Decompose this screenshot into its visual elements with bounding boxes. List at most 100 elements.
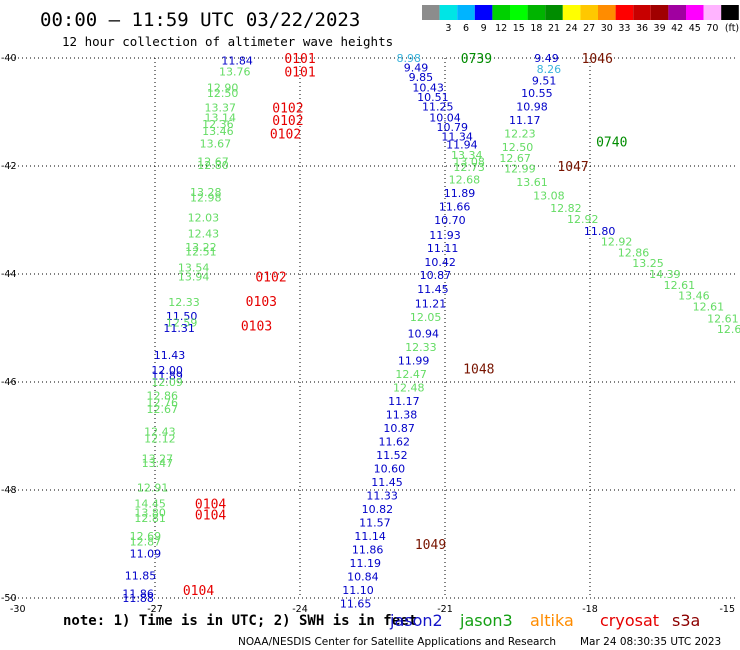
legend-label: 6 (463, 23, 469, 34)
swh-value: 13.37 (205, 102, 237, 115)
swh-value: 12.91 (137, 481, 169, 494)
legend-label: 24 (566, 23, 578, 34)
swh-value: 12.87 (130, 535, 162, 548)
swh-value: 11.89 (151, 370, 183, 383)
legend-label: 9 (481, 23, 487, 34)
swh-value: 10.60 (374, 462, 406, 475)
swh-value: 11.93 (429, 229, 461, 242)
y-tick-label: -48 (1, 485, 17, 496)
swh-value: 10.42 (424, 256, 456, 269)
swh-value: 11.84 (221, 55, 253, 68)
swh-value: 12.51 (185, 245, 217, 258)
legend-label: 70 (706, 23, 718, 34)
satellite-cryosat: cryosat (600, 611, 659, 630)
swh-value: 12.61 (664, 279, 696, 292)
time-label: 1049 (415, 538, 446, 553)
swh-value: 13.08 (453, 156, 485, 169)
swh-value: 12.98 (190, 191, 222, 204)
legend-swatch (703, 5, 722, 20)
swh-value: 11.31 (163, 322, 195, 335)
chart-title: 00:00 – 11:59 UTC 03/22/2023 (40, 9, 360, 31)
x-tick-label: -15 (719, 604, 735, 615)
swh-value: 9.49 (404, 62, 429, 75)
swh-value: 11.09 (130, 548, 162, 561)
swh-value: 10.04 (429, 111, 461, 124)
swh-value: 10.87 (383, 422, 415, 435)
swh-value: 10.98 (516, 101, 548, 114)
swh-value: 12.80 (197, 159, 229, 172)
legend-swatch (474, 5, 493, 20)
grid (10, 57, 735, 599)
legend-swatch (562, 5, 581, 20)
time-label: 0101 (284, 66, 315, 81)
swh-value: 12.66 (717, 323, 740, 336)
legend-swatch (580, 5, 598, 20)
legend-label: 30 (601, 23, 613, 34)
time-label: 0103 (246, 295, 277, 310)
satellite-altika: altika (530, 611, 574, 630)
swh-value: 10.94 (408, 327, 440, 340)
swh-value: 13.25 (632, 257, 664, 270)
time-label: 1048 (463, 363, 494, 378)
swh-value: 12.82 (550, 202, 582, 215)
time-label: 0104 (183, 584, 214, 599)
time-label: 0104 (195, 508, 226, 523)
swh-value: 11.86 (352, 543, 384, 556)
swh-value: 13.22 (185, 241, 217, 254)
legend-swatch (439, 5, 458, 20)
legend-label: 39 (654, 23, 666, 34)
swh-value: 11.14 (354, 530, 386, 543)
swh-value: 11.33 (366, 489, 398, 502)
legend-label: 12 (495, 23, 507, 34)
legend-label: 27 (583, 23, 595, 34)
swh-value: 11.66 (439, 201, 471, 214)
swh-value: 13.27 (142, 453, 174, 466)
y-tick-label: -40 (1, 53, 17, 64)
swh-value: 12.61 (707, 312, 739, 325)
swh-value: 12.73 (453, 161, 485, 174)
satellite-s3a: s3a (672, 611, 700, 630)
swh-color-legend: 3 6 9 12 15 18 21 24 27 30 33 36 39 42 45 70 (ft) (422, 5, 739, 34)
swh-value: 10.70 (434, 214, 466, 227)
swh-value: 12.00 (151, 364, 183, 377)
swh-value: 11.38 (386, 408, 418, 421)
swh-value: 13.34 (451, 149, 483, 162)
swh-value: 12.50 (502, 141, 534, 154)
legend-label: (ft) (725, 23, 739, 34)
time-label: 0102 (255, 271, 286, 286)
footer-note: note: 1) Time is in UTC; 2) SWH is in fe… (63, 613, 417, 629)
swh-value: 12.12 (144, 433, 176, 446)
time-label: 0102 (272, 102, 303, 117)
plot-area: -30 -27 -24 -21 -18 -15 -40 -42 -44 -46 -48 -50 11.… (1, 52, 740, 615)
swh-value: 13.54 (178, 262, 210, 275)
data-marks: 11.8413.7612.9012.5013.3713.1412.3613.46… (122, 52, 740, 610)
swh-value: 13.61 (516, 176, 548, 189)
swh-value: 12.86 (147, 390, 179, 403)
swh-value: 9.51 (532, 75, 557, 88)
swh-value: 13.46 (202, 125, 234, 138)
swh-value: 13.47 (142, 457, 174, 470)
time-label: 0102 (272, 114, 303, 129)
swh-value: 9.49 (534, 52, 559, 65)
swh-value: 12.09 (151, 376, 183, 389)
swh-value: 11.89 (444, 187, 476, 200)
swh-value: 12.33 (405, 341, 437, 354)
x-tick-label: -21 (437, 604, 453, 615)
legend-label: 45 (689, 23, 701, 34)
legend-swatch (686, 5, 704, 20)
swh-value: 11.21 (415, 298, 447, 311)
swh-value: 13.28 (190, 186, 222, 199)
time-label: 0104 (195, 498, 226, 513)
swh-value: 11.17 (509, 114, 541, 127)
time-label: 1046 (582, 52, 613, 67)
x-tick-label: -30 (10, 604, 26, 615)
swh-value: 11.99 (398, 354, 430, 367)
swh-value: 11.57 (359, 516, 391, 529)
legend-label: 18 (530, 23, 542, 34)
swh-value: 12.90 (207, 82, 239, 95)
time-label: 1047 (557, 160, 588, 175)
swh-value: 13.94 (178, 271, 210, 284)
swh-value: 12.47 (395, 368, 427, 381)
swh-value: 12.69 (130, 530, 162, 543)
swh-value: 11.43 (154, 349, 186, 362)
